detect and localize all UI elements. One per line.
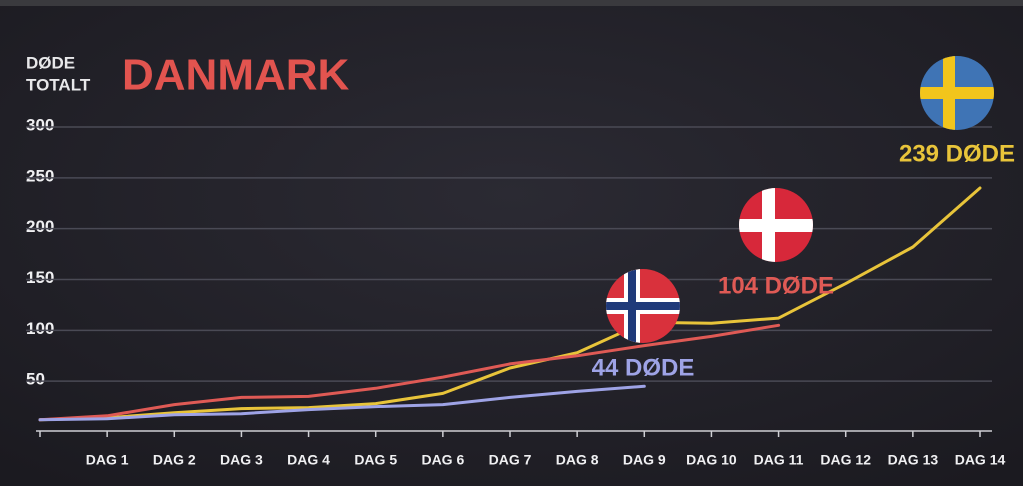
annotation: 44 DØDE	[592, 354, 695, 381]
series-line	[38, 384, 646, 422]
y-axis-label: DØDE	[26, 53, 75, 72]
annotation: 104 DØDE	[718, 272, 834, 299]
annotation: 239 DØDE	[899, 140, 1015, 167]
x-tick-label: DAG 9	[623, 452, 666, 468]
series-line	[38, 186, 982, 422]
x-tick-label: DAG 11	[754, 452, 804, 468]
top-strip	[0, 0, 1023, 6]
x-tick-label: DAG 3	[220, 452, 263, 468]
y-tick-label: 150	[26, 268, 54, 287]
flag-denmark	[739, 188, 813, 262]
flag-norway	[606, 269, 680, 343]
x-tick-label: DAG 8	[556, 452, 599, 468]
x-tick-label: DAG 1	[86, 452, 129, 468]
x-tick-label: DAG 13	[888, 452, 939, 468]
x-tick-label: DAG 14	[955, 452, 1006, 468]
y-tick-label: 200	[26, 217, 54, 236]
x-tick-label: DAG 2	[153, 452, 196, 468]
y-tick-label: 300	[26, 115, 54, 134]
y-tick-label: 100	[26, 319, 54, 338]
flag-sweden	[920, 56, 994, 130]
y-tick-label: 250	[26, 166, 54, 185]
x-tick-label: DAG 5	[354, 452, 397, 468]
x-tick-label: DAG 10	[686, 452, 737, 468]
y-axis-label: TOTALT	[26, 75, 91, 94]
x-tick-label: DAG 4	[287, 452, 330, 468]
x-tick-label: DAG 6	[421, 452, 464, 468]
chart-title: DANMARK	[122, 51, 350, 100]
y-tick-label: 50	[26, 370, 45, 389]
x-tick-label: DAG 7	[489, 452, 532, 468]
series-line	[38, 323, 781, 422]
x-tick-label: DAG 12	[820, 452, 871, 468]
